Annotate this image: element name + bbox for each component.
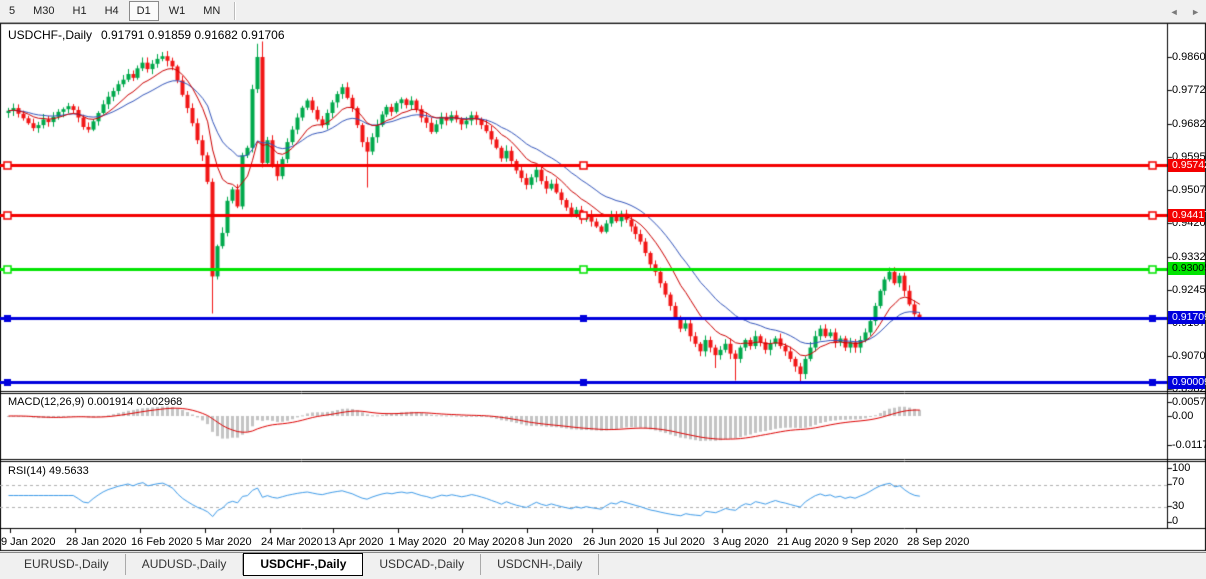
tab-scroll-arrows: ◄ ► <box>1160 7 1200 17</box>
timeframe-button-h4[interactable]: H4 <box>104 5 119 17</box>
price-axis-label: 0.93325 <box>1172 250 1206 263</box>
price-line-badge: 0.93005 <box>1168 262 1206 276</box>
timeframe-button-w1[interactable]: W1 <box>168 5 186 17</box>
tab-scroll-right-icon[interactable]: ► <box>1191 7 1200 17</box>
chart-symbol-label: USDCHF-,Daily <box>8 28 92 42</box>
macd-axis-label: 0.00 <box>1172 410 1194 422</box>
timeframe-button-m30[interactable]: M30 <box>33 5 55 17</box>
tab-eurusd[interactable]: EURUSD-,Daily <box>8 554 126 575</box>
macd-axis-label: -0.011738 <box>1172 439 1206 451</box>
rsi-axis-label: 30 <box>1172 500 1185 512</box>
price-axis-label: 0.96825 <box>1172 118 1206 131</box>
symbol-tabbar: EURUSD-,Daily AUDUSD-,Daily USDCHF-,Dail… <box>0 552 1206 579</box>
price-line-badge: 0.90009 <box>1168 375 1206 389</box>
date-axis-label: 9 Jan 2020 <box>1 536 56 548</box>
date-axis-label: 24 Mar 2020 <box>261 536 323 548</box>
date-axis-label: 9 Sep 2020 <box>842 536 899 548</box>
macd-axis-label: 0.005744 <box>1172 396 1206 408</box>
price-line-badge: 0.91709 <box>1168 311 1206 325</box>
price-axis-label: 0.95075 <box>1172 184 1206 197</box>
date-axis-label: 20 May 2020 <box>453 536 517 548</box>
date-axis-label: 8 Jun 2020 <box>518 536 573 548</box>
date-axis-label: 16 Feb 2020 <box>131 536 193 548</box>
timeframe-toolbar: 5 M30 H1 H4 D1 W1 MN <box>0 0 1206 23</box>
price-line-badge: 0.94417 <box>1168 208 1206 222</box>
timeframe-button-d1[interactable]: D1 <box>128 1 159 21</box>
date-axis-label: 1 May 2020 <box>389 536 447 548</box>
date-axis-label: 28 Jan 2020 <box>66 536 127 548</box>
tab-usdcnh[interactable]: USDCNH-,Daily <box>481 554 600 575</box>
toolbar-separator <box>234 2 237 20</box>
price-line-badge: 0.95742 <box>1168 158 1206 172</box>
tab-scroll-left-icon[interactable]: ◄ <box>1169 7 1179 17</box>
rsi-label: RSI(14) 49.5633 <box>8 465 89 477</box>
tab-audusd[interactable]: AUDUSD-,Daily <box>126 554 244 575</box>
rsi-name: RSI(14) <box>8 465 46 477</box>
chart-ohlc-values: 0.91791 0.91859 0.91682 0.91706 <box>101 28 285 42</box>
date-axis-label: 15 Jul 2020 <box>648 536 705 548</box>
timeframe-button-h1[interactable]: H1 <box>72 5 87 17</box>
date-axis-label: 26 Jun 2020 <box>583 536 644 548</box>
rsi-axis-label: 100 <box>1172 462 1191 474</box>
macd-name: MACD(12,26,9) <box>8 396 85 408</box>
rsi-axis-label: 0 <box>1172 515 1179 527</box>
macd-values: 0.001914 0.002968 <box>87 396 183 408</box>
timeframe-button-m5[interactable]: 5 <box>9 5 16 17</box>
timeframe-button-mn[interactable]: MN <box>203 5 221 17</box>
date-axis-label: 3 Aug 2020 <box>713 536 769 548</box>
date-axis-label: 5 Mar 2020 <box>196 536 252 548</box>
rsi-axis-label: 70 <box>1172 476 1185 488</box>
date-axis-label: 21 Aug 2020 <box>777 536 839 548</box>
date-axis-label: 13 Apr 2020 <box>324 536 384 548</box>
rsi-value: 49.5633 <box>48 465 89 477</box>
tab-usdcad[interactable]: USDCAD-,Daily <box>363 554 482 575</box>
chart-title: USDCHF-,Daily 0.91791 0.91859 0.91682 0.9… <box>8 29 285 41</box>
tab-usdchf[interactable]: USDCHF-,Daily <box>243 553 364 576</box>
macd-label: MACD(12,26,9) 0.001914 0.002968 <box>8 396 182 408</box>
price-axis-label: 0.97725 <box>1172 84 1206 97</box>
date-axis-label: 28 Sep 2020 <box>907 536 970 548</box>
